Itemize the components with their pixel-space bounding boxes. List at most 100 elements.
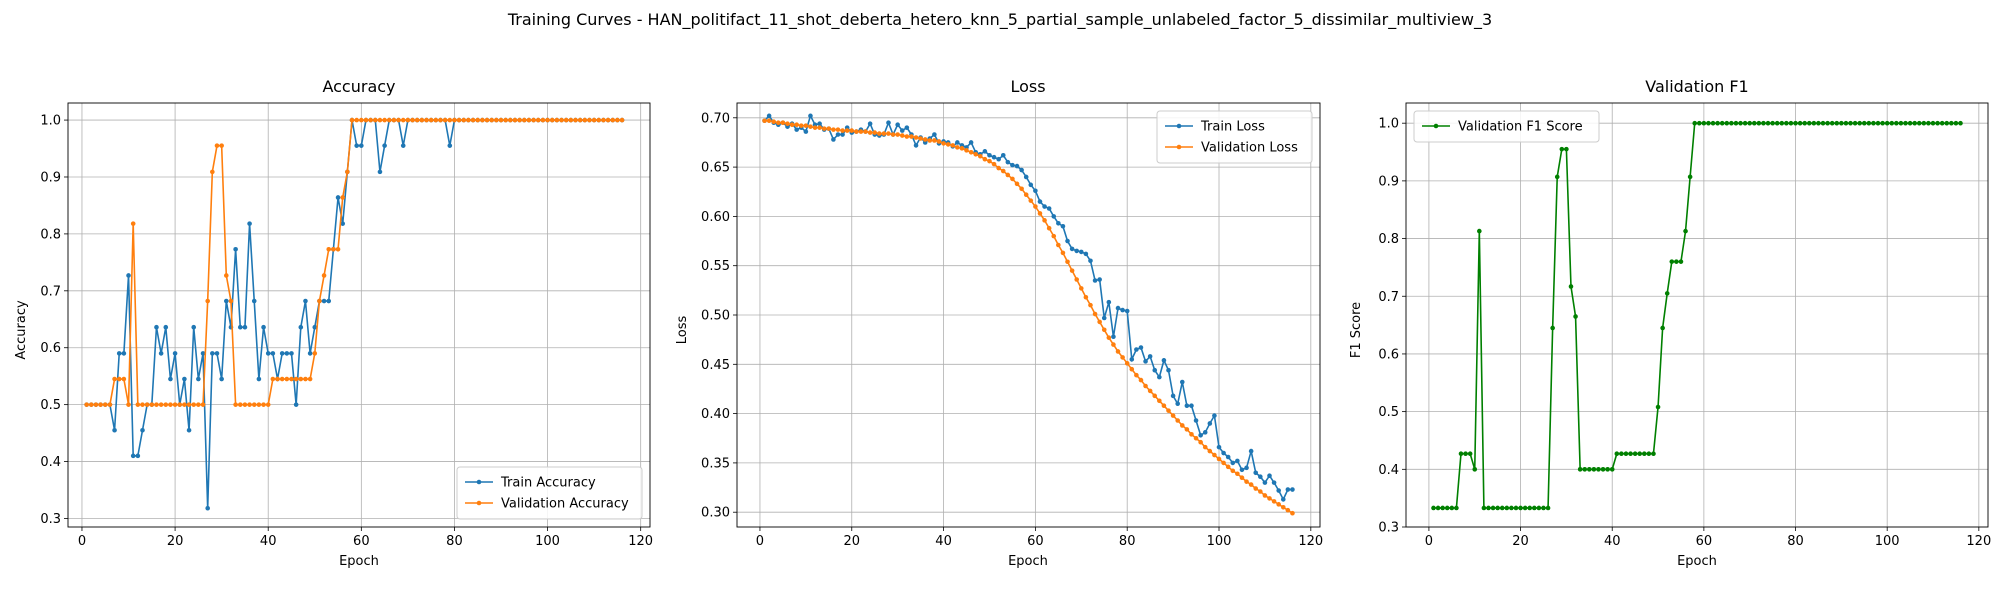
accuracy-data-point — [433, 117, 439, 123]
f1-data-point — [1843, 120, 1849, 126]
loss-data-point — [803, 123, 809, 128]
accuracy-data-point — [535, 117, 541, 123]
loss-data-point — [794, 127, 799, 132]
loss-data-point — [945, 142, 951, 147]
accuracy-data-point — [112, 376, 117, 382]
loss-ytick-label: 0.40 — [701, 407, 730, 422]
loss-data-point — [1051, 233, 1057, 239]
loss-xtick-label: 40 — [935, 534, 952, 549]
loss-data-point — [1010, 176, 1015, 182]
accuracy-panel: Accuracy Epoch Accuracy 0 20 40 60 80 100 120 0… — [14, 77, 653, 569]
loss-data-point — [766, 113, 772, 119]
accuracy-data-point — [251, 402, 257, 407]
accuracy-data-point — [163, 402, 169, 407]
loss-data-point — [1235, 458, 1240, 464]
accuracy-xtick-label: 100 — [535, 534, 560, 549]
loss-data-point — [1005, 172, 1011, 178]
loss-data-point — [936, 139, 942, 144]
accuracy-title: Accuracy — [322, 77, 395, 96]
loss-data-point — [987, 158, 992, 164]
loss-data-point — [840, 128, 845, 133]
loss-data-point — [817, 121, 822, 127]
accuracy-ytick-label: 1.0 — [40, 114, 61, 129]
loss-data-point — [1280, 504, 1286, 510]
f1-data-point — [1596, 467, 1601, 472]
loss-data-point — [918, 136, 923, 141]
accuracy-data-point — [279, 351, 285, 356]
accuracy-data-point — [307, 376, 313, 382]
accuracy-data-point — [321, 273, 327, 278]
accuracy-data-point — [414, 117, 420, 123]
loss-data-point — [1143, 359, 1148, 364]
loss-data-point — [1276, 488, 1281, 493]
accuracy-data-point — [205, 505, 210, 511]
f1-data-point — [1532, 505, 1537, 511]
f1-data-point — [1444, 505, 1450, 511]
loss-data-point — [968, 140, 974, 145]
loss-data-point — [1239, 467, 1245, 473]
f1-data-point — [1949, 120, 1954, 126]
accuracy-xtick-label: 60 — [353, 534, 370, 549]
loss-data-point — [831, 137, 836, 142]
loss-data-point — [1023, 174, 1029, 180]
accuracy-data-point — [107, 402, 113, 407]
accuracy-data-point — [233, 402, 238, 407]
loss-data-point — [1065, 238, 1070, 244]
loss-data-point — [1019, 167, 1024, 173]
loss-data-point — [1097, 277, 1102, 282]
accuracy-data-point — [377, 117, 383, 123]
loss-data-point — [1230, 468, 1236, 474]
f1-ytick-label: 0.7 — [1378, 290, 1399, 305]
accuracy-data-point — [121, 376, 127, 382]
loss-data-point — [1129, 366, 1135, 372]
f1-data-point — [1678, 259, 1684, 264]
loss-data-point — [849, 128, 855, 133]
loss-data-point — [844, 128, 850, 133]
accuracy-data-point — [317, 298, 322, 304]
f1-data-point — [1820, 120, 1826, 126]
loss-data-point — [831, 127, 836, 132]
f1-data-point — [1646, 451, 1652, 457]
f1-data-point — [1486, 505, 1491, 511]
loss-data-point — [867, 130, 873, 135]
accuracy-data-point — [466, 117, 471, 123]
loss-data-point — [932, 132, 937, 137]
loss-data-point — [987, 152, 992, 158]
accuracy-data-point — [247, 221, 252, 226]
accuracy-data-point — [508, 117, 513, 123]
loss-data-point — [1212, 452, 1217, 458]
loss-data-point — [1051, 214, 1057, 219]
loss-data-point — [1088, 258, 1093, 264]
loss-data-point — [1120, 307, 1125, 313]
accuracy-data-point — [237, 402, 243, 407]
f1-data-point — [1609, 467, 1615, 472]
accuracy-data-point — [372, 117, 378, 123]
f1-data-point — [1550, 325, 1555, 331]
accuracy-data-point — [601, 117, 606, 123]
loss-xtick-label: 120 — [1298, 534, 1323, 549]
loss-data-point — [899, 128, 905, 133]
f1-data-point — [1559, 146, 1565, 152]
f1-title: Validation F1 — [1645, 77, 1748, 96]
loss-data-point — [854, 129, 859, 134]
loss-data-point — [1290, 487, 1295, 492]
f1-data-point — [1564, 146, 1569, 152]
loss-data-point — [1069, 246, 1075, 252]
accuracy-data-point — [284, 351, 290, 356]
accuracy-data-point — [498, 117, 504, 123]
accuracy-ytick-label: 0.9 — [40, 170, 61, 185]
f1-data-point — [1477, 228, 1482, 234]
loss-data-point — [826, 126, 832, 131]
loss-data-point — [1271, 499, 1277, 504]
accuracy-data-point — [521, 117, 527, 123]
accuracy-data-point — [149, 402, 155, 407]
loss-data-point — [1239, 475, 1245, 480]
accuracy-xtick-label: 0 — [78, 534, 86, 549]
f1-xtick-label: 0 — [1425, 534, 1433, 549]
f1-data-point — [1958, 120, 1963, 126]
loss-data-point — [1253, 486, 1259, 491]
accuracy-data-point — [480, 117, 485, 123]
f1-data-point — [1784, 120, 1789, 126]
f1-data-point — [1504, 505, 1510, 511]
